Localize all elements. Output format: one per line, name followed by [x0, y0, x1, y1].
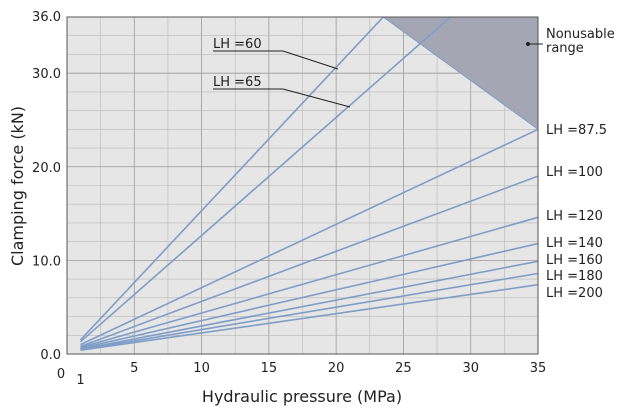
series-line-3: [80, 175, 539, 348]
nonusable-label-line: range: [546, 41, 584, 56]
series-lines: [79, 16, 539, 352]
series-label-7: LH =180: [546, 269, 603, 284]
y-tick-label: 0.0: [40, 348, 61, 363]
x-tick-label: 5: [130, 361, 138, 376]
y-tick-label: 10.0: [32, 254, 61, 269]
series-label-8: LH =200: [546, 286, 603, 301]
series-label-3: LH =100: [546, 165, 603, 180]
series-line-6: [80, 260, 539, 351]
x-tick-label: 30: [462, 361, 479, 376]
series-label-5: LH =140: [546, 236, 603, 251]
series-line-5: [80, 242, 539, 350]
series-label-leader: [282, 88, 351, 108]
x-axis-title: Hydraulic pressure (MPa): [202, 387, 402, 406]
x-tick-label: 20: [328, 361, 345, 376]
x-tick-label: 25: [395, 361, 412, 376]
series-label-leader: [282, 50, 339, 70]
series-label-4: LH =120: [546, 209, 603, 224]
grid: [67, 17, 538, 354]
x-tick-labels: 0 15 10 15 20 25 30 35: [57, 361, 546, 388]
x-tick-label: 10: [193, 361, 210, 376]
series-line-1: [79, 16, 452, 343]
series-line-0: [79, 16, 384, 341]
series-label-6: LH =160: [546, 253, 603, 268]
series-labels: LH =60 LH =65 LH =87.5 LH =100 LH =120 LH =14…: [213, 37, 607, 301]
series-label-2: LH =87.5: [546, 123, 607, 138]
y-tick-label: 30.0: [32, 67, 61, 82]
x-tick-label: 0: [57, 367, 65, 382]
nonusable-label-line: Nonusable: [546, 27, 615, 42]
y-tick-labels: 0.0 10.0 20.0 30.0 36.0: [32, 10, 61, 363]
series-label-1: LH =65: [213, 75, 262, 90]
y-axis-title: Clamping force (kN): [8, 106, 27, 266]
series-label-0: LH =60: [213, 37, 262, 52]
x-tick-label: 35: [530, 361, 547, 376]
x-tick-label: 1: [76, 373, 84, 388]
x-tick-label: 15: [261, 361, 278, 376]
y-tick-label: 36.0: [32, 10, 61, 25]
series-line-8: [80, 283, 539, 352]
y-tick-label: 20.0: [32, 161, 61, 176]
series-line-4: [80, 216, 539, 349]
series-line-2: [80, 128, 539, 346]
plot-frame: [66, 16, 539, 355]
series-line-7: [80, 272, 539, 351]
